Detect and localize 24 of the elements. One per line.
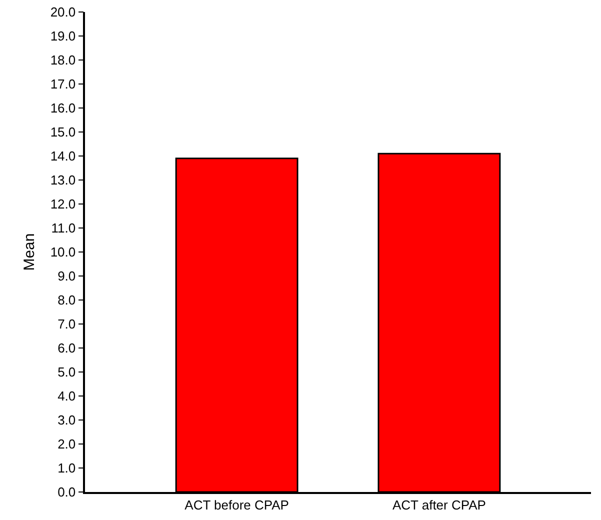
- y-tick-label: 0.0: [58, 484, 76, 500]
- y-tick-label: 6.0: [58, 340, 76, 356]
- y-tick-label: 16.0: [50, 100, 76, 116]
- y-tick-label: 7.0: [58, 316, 76, 332]
- y-tick-label: 10.0: [50, 244, 76, 260]
- y-axis-title: Mean: [21, 233, 38, 271]
- y-tick-label: 9.0: [58, 268, 76, 284]
- y-tick-label: 19.0: [50, 28, 76, 44]
- y-tick-label: 18.0: [50, 52, 76, 68]
- y-tick-label: 13.0: [50, 172, 76, 188]
- y-tick-label: 17.0: [50, 76, 76, 92]
- y-tick-label: 2.0: [58, 436, 76, 452]
- y-tick-label: 3.0: [58, 412, 76, 428]
- y-tick-label: 1.0: [58, 460, 76, 476]
- y-tick-label: 11.0: [51, 220, 76, 236]
- y-tick-label: 5.0: [58, 364, 76, 380]
- y-tick-label: 12.0: [50, 196, 76, 212]
- y-tick-label: 8.0: [58, 292, 76, 308]
- y-tick-label: 20.0: [50, 4, 76, 20]
- x-tick-label: ACT before CPAP: [184, 497, 289, 512]
- x-tick-label: ACT after CPAP: [392, 497, 486, 512]
- y-tick-label: 4.0: [58, 388, 76, 404]
- y-tick-label: 14.0: [50, 148, 76, 164]
- y-tick-label: 15.0: [50, 124, 76, 140]
